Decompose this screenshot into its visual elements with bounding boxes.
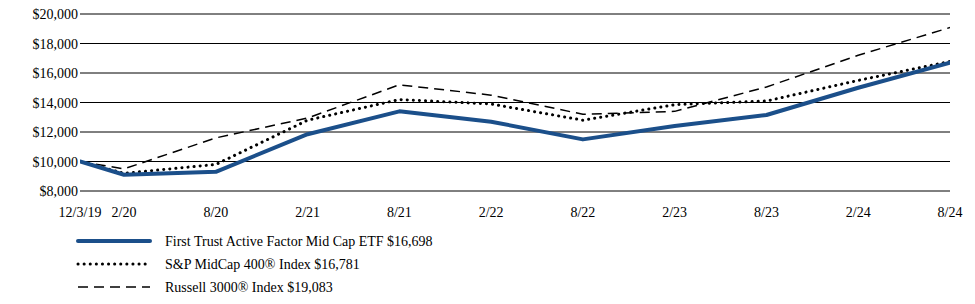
grid-line: [80, 161, 950, 162]
x-tick-label: 8/24: [938, 205, 963, 220]
grid-line: [80, 132, 950, 133]
y-tick-label: $8,000: [40, 184, 79, 199]
y-tick-label: $16,000: [33, 66, 79, 81]
grid-line: [80, 43, 950, 44]
x-tick-label: 8/20: [203, 205, 228, 220]
y-tick-label: $18,000: [33, 37, 79, 52]
x-tick-label: 12/3/19: [59, 205, 102, 220]
chart: $8,000 $10,000 $12,000 $14,000 $16,000 $18,00…: [0, 0, 975, 304]
x-tick-label: 8/23: [754, 205, 779, 220]
x-tick-label: 8/21: [387, 205, 412, 220]
series-line: [80, 63, 950, 175]
legend-label: S&P MidCap 400® Index $16,781: [165, 257, 360, 272]
x-tick-label: 2/20: [112, 205, 137, 220]
x-tick-label: 8/22: [570, 205, 595, 220]
grid-line: [80, 102, 950, 103]
legend-key: [78, 286, 150, 288]
x-tick-label: 2/24: [846, 205, 871, 220]
grid-line: [80, 14, 950, 15]
legend-key: [78, 239, 150, 243]
y-tick-label: $20,000: [33, 7, 79, 22]
legend-label: Russell 3000® Index $19,083: [165, 280, 333, 295]
plot-area: [80, 28, 950, 175]
x-tick-label: 2/21: [295, 205, 320, 220]
x-tick-label: 2/23: [662, 205, 687, 220]
y-tick-label: $14,000: [33, 96, 79, 111]
legend-key: [78, 263, 150, 266]
grid-line: [80, 73, 950, 74]
series-line: [80, 61, 950, 173]
grid-line: [80, 191, 950, 192]
y-tick-label: $12,000: [33, 125, 79, 140]
y-tick-label: $10,000: [33, 155, 79, 170]
x-tick-label: 2/22: [479, 205, 504, 220]
legend-label: First Trust Active Factor Mid Cap ETF $1…: [165, 234, 433, 249]
